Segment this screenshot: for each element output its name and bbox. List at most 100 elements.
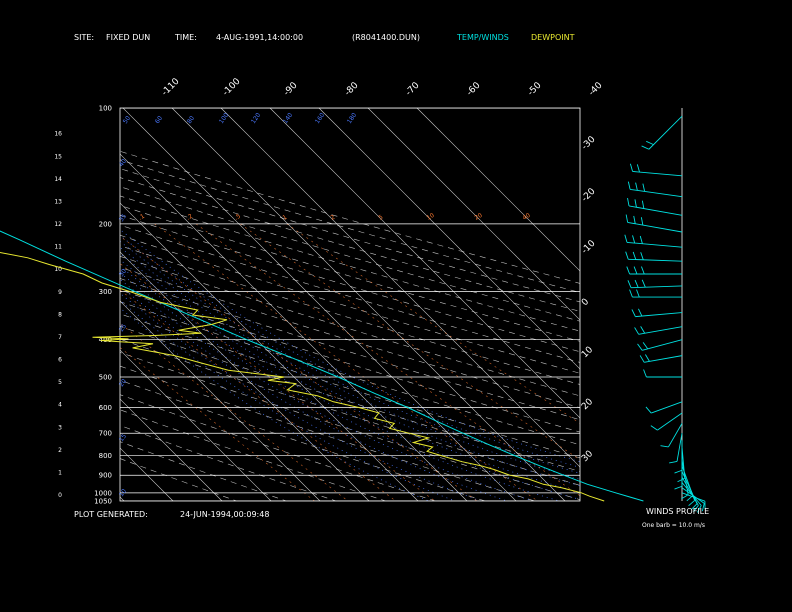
wind-barb-flag	[643, 369, 647, 378]
wind-barb-flag	[631, 309, 636, 317]
mixing-ratio-label: .5	[234, 213, 243, 222]
pressure-tick-label: 200	[99, 220, 112, 228]
isotherm-line	[120, 300, 321, 501]
top-temp-label: -60	[465, 80, 483, 98]
wind-barb-flag	[660, 445, 669, 448]
wind-barb-flag	[639, 355, 645, 363]
wind-barb-flag	[640, 217, 644, 226]
file-name: (R8041400.DUN)	[352, 33, 420, 42]
height-tick-label: 6	[58, 357, 62, 364]
right-temp-label: 0	[580, 297, 591, 308]
wind-barb	[632, 170, 683, 177]
dry-adiabat-line	[120, 205, 580, 342]
height-tick-label: 0	[58, 492, 62, 499]
isotherm-line	[0, 108, 75, 501]
dry-adiabat-line	[120, 425, 337, 501]
wind-barb-flag	[646, 140, 654, 146]
wind-barb	[630, 188, 683, 198]
dry-adiabat-line	[120, 150, 580, 284]
isotherm-line	[120, 349, 272, 501]
isotherm-line	[220, 108, 580, 468]
pressure-tick-label: 600	[99, 404, 112, 412]
wind-barb-flag	[696, 505, 702, 513]
moist-adiabat-line	[120, 229, 580, 463]
moist-adiabat-label: 50	[122, 115, 132, 125]
wind-barb-flag	[692, 505, 699, 512]
wind-barb-flag	[641, 266, 645, 275]
moist-adiabat-label: 100	[218, 112, 230, 126]
height-tick-label: 10	[54, 266, 62, 273]
height-tick-label: 11	[54, 244, 62, 251]
plot-frame	[119, 107, 581, 502]
wind-barb-flag	[632, 235, 636, 244]
dry-adiabat-line	[120, 214, 580, 353]
wind-barb-flag	[637, 343, 643, 351]
time-label: TIME:	[175, 33, 197, 42]
wind-barb-flag	[639, 235, 643, 244]
moist-adiabat-label: 140	[282, 112, 294, 126]
wind-barb-flag	[674, 469, 683, 474]
dry-adiabat-line	[120, 159, 580, 293]
wind-barb	[681, 446, 686, 479]
height-tick-label: 3	[58, 424, 62, 431]
moist-adiabat-line	[120, 253, 580, 487]
mixing-ratio-line	[120, 323, 349, 501]
pressure-tick-label: 500	[99, 373, 112, 381]
wind-barb-flag	[627, 181, 631, 190]
mixing-ratio-label: 1	[282, 214, 289, 222]
legend-dewpoint: DEWPOINT	[531, 33, 575, 42]
height-tick-label: 9	[58, 289, 62, 296]
pressure-tick-label: 1000	[94, 489, 112, 497]
isotherm-line	[120, 447, 174, 501]
wind-barb-flag	[644, 354, 650, 362]
height-tick-label: 12	[54, 221, 62, 228]
moist-adiabat-line	[120, 278, 534, 501]
pressure-tick-label: 700	[99, 430, 112, 438]
moist-adiabat-line	[120, 259, 580, 493]
pressure-tick-label: 300	[99, 288, 112, 296]
grid-group	[0, 108, 580, 501]
wind-barb-flag	[642, 183, 646, 192]
wind-barb	[631, 285, 683, 289]
wind-barb-flag	[636, 164, 640, 173]
isotherm-line	[120, 251, 370, 501]
right-temp-label: -30	[580, 134, 598, 152]
isotherm-line	[269, 108, 580, 419]
mixing-ratio-line	[286, 223, 580, 424]
wind-barb-flag	[641, 279, 646, 288]
right-temp-label: -10	[580, 238, 598, 256]
mixing-ratio-label: 20	[474, 212, 484, 222]
dry-adiabat-line	[120, 441, 287, 501]
dry-adiabat-line	[120, 266, 580, 409]
wind-barb	[626, 241, 683, 248]
wind-barb-flag	[625, 214, 629, 223]
wind-barb-flag	[669, 460, 678, 464]
wind-barb	[627, 221, 683, 233]
isotherm-line	[416, 108, 580, 272]
wind-barb-flag	[645, 406, 652, 414]
top-temp-label: -50	[526, 80, 544, 98]
isotherm-line	[0, 108, 26, 501]
wind-barb	[668, 423, 683, 448]
moist-adiabat-line	[120, 307, 429, 501]
height-tick-label: 13	[54, 198, 62, 205]
wind-barb-flag	[634, 199, 637, 208]
mixing-ratio-line	[120, 289, 396, 501]
moist-adiabat-line	[120, 235, 580, 468]
height-tick-label: 8	[58, 311, 62, 318]
mixing-ratio-label: 40	[522, 212, 532, 222]
site-label: SITE:	[74, 33, 95, 42]
time-value: 4-AUG-1991,14:00:00	[216, 33, 304, 42]
top-temp-label: -70	[404, 80, 422, 98]
moist-adiabat-line	[120, 292, 482, 501]
isotherm-line	[171, 108, 566, 501]
dry-adiabat-line	[120, 224, 580, 363]
moist-adiabat-line	[120, 300, 456, 501]
wind-barb	[635, 312, 683, 318]
right-temp-label: 30	[580, 449, 595, 464]
dry-adiabat-line	[120, 313, 580, 459]
wind-barb	[651, 401, 683, 414]
dry-adiabat-line	[120, 177, 580, 312]
wind-barb-flag	[633, 266, 638, 275]
wind-barb-flag	[642, 342, 649, 350]
